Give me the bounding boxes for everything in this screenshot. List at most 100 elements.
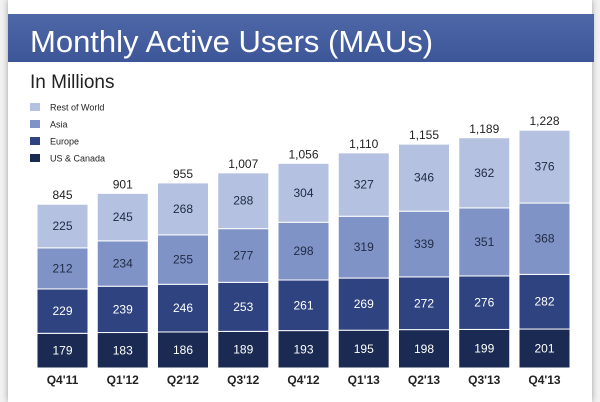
segment-value-label: 183: [113, 343, 133, 357]
chart-subtitle: In Millions: [30, 72, 115, 93]
segment-value-label: 368: [534, 232, 554, 246]
segment-value-label: 201: [534, 342, 554, 356]
bar-segment-us-canada-7: [458, 328, 511, 369]
segment-value-label: 272: [414, 296, 434, 310]
bar-segment-us-canada-4: [277, 330, 330, 369]
segment-value-label: 186: [173, 343, 193, 357]
segment-value-label: 288: [233, 194, 253, 208]
segment-value-label: 234: [113, 257, 133, 271]
bar-segment-europe-6: [398, 276, 450, 331]
segment-value-label: 268: [173, 202, 193, 216]
bar-segment-rest-of-world-5: [337, 152, 390, 217]
legend-swatch: [30, 103, 40, 111]
segment-value-label: 198: [414, 342, 434, 356]
bar-segment-rest-of-world-0: [36, 203, 89, 249]
bar-segment-rest-of-world-6: [398, 143, 450, 212]
category-label: Q3'12: [227, 373, 260, 387]
legend-swatch: [30, 154, 40, 162]
bar-segment-asia-2: [157, 234, 209, 285]
category-label: Q1'12: [107, 373, 140, 387]
bar-segment-us-canada-0: [36, 332, 89, 369]
bar-segment-europe-0: [36, 288, 89, 334]
bar-segment-europe-3: [217, 281, 270, 332]
bar-segment-asia-1: [96, 240, 149, 287]
category-label: Q3'13: [468, 373, 501, 387]
segment-value-label: 298: [293, 244, 313, 258]
segment-value-label: 199: [474, 342, 494, 356]
bar-segment-rest-of-world-3: [217, 172, 270, 230]
segment-value-label: 351: [474, 235, 494, 249]
segment-value-label: 261: [293, 298, 313, 312]
segment-value-label: 212: [52, 261, 72, 275]
segment-value-label: 246: [173, 301, 193, 315]
bar-segment-us-canada-6: [398, 329, 450, 369]
segment-value-label: 319: [354, 240, 374, 254]
bar-segment-us-canada-8: [518, 328, 571, 369]
total-label: 1,007: [228, 157, 258, 171]
bar-segment-us-canada-3: [217, 330, 270, 369]
segment-value-label: 327: [354, 178, 374, 192]
segment-value-label: 362: [474, 166, 494, 180]
total-label: 1,110: [349, 137, 378, 151]
segment-value-label: 277: [233, 248, 253, 262]
legend-label: Europe: [50, 137, 79, 147]
legend-label: US & Canada: [50, 154, 105, 164]
category-label: Q4'11: [47, 373, 79, 387]
segment-value-label: 179: [52, 344, 72, 358]
total-label: 1,228: [529, 114, 559, 128]
bar-segment-us-canada-5: [337, 329, 390, 369]
total-label: 955: [173, 167, 193, 181]
segment-value-label: 346: [414, 171, 434, 185]
segment-value-label: 245: [113, 210, 133, 224]
bar-segment-asia-5: [337, 215, 390, 279]
segment-value-label: 255: [173, 253, 193, 267]
category-label: Q2'12: [167, 373, 200, 387]
legend-label: Asia: [50, 120, 68, 130]
segment-value-label: 239: [113, 302, 133, 316]
bar-segment-rest-of-world-7: [458, 137, 511, 209]
bar-segment-europe-2: [157, 283, 209, 333]
total-label: 845: [52, 188, 72, 202]
title-banner: [8, 14, 594, 62]
segment-value-label: 253: [233, 300, 253, 314]
legend-swatch: [30, 120, 40, 128]
total-label: 901: [113, 177, 133, 191]
segment-value-label: 376: [534, 160, 554, 174]
bar-segment-asia-7: [458, 207, 511, 277]
total-label: 1,056: [288, 147, 318, 161]
segment-value-label: 269: [354, 297, 374, 311]
segment-value-label: 229: [52, 304, 72, 318]
bar-segment-europe-7: [458, 275, 511, 330]
legend-label: Rest of World: [50, 103, 104, 113]
bar-segment-rest-of-world-8: [518, 129, 571, 204]
bar-segment-europe-4: [277, 279, 330, 332]
bar-segment-asia-3: [217, 228, 270, 283]
bar-segment-us-canada-1: [96, 332, 149, 369]
segment-value-label: 304: [293, 186, 313, 200]
segment-value-label: 225: [52, 219, 72, 233]
legend-swatch: [30, 137, 40, 145]
bar-segment-asia-6: [398, 210, 450, 278]
category-label: Q4'13: [528, 373, 561, 387]
total-label: 1,155: [409, 128, 439, 142]
bar-segment-asia-8: [518, 202, 571, 275]
segment-value-label: 282: [534, 295, 554, 309]
bar-segment-us-canada-2: [157, 331, 209, 369]
category-label: Q1'13: [348, 373, 381, 387]
bar-segment-asia-4: [277, 221, 330, 281]
bar-segment-europe-5: [337, 277, 390, 331]
total-label: 1,189: [469, 122, 499, 136]
segment-value-label: 276: [474, 296, 494, 310]
segment-value-label: 189: [233, 343, 253, 357]
bar-segment-rest-of-world-1: [96, 192, 149, 242]
bar-segment-europe-1: [96, 285, 149, 334]
category-label: Q2'13: [408, 373, 441, 387]
segment-value-label: 193: [293, 342, 313, 356]
category-label: Q4'12: [287, 373, 320, 387]
chart-title: Monthly Active Users (MAUs): [30, 24, 434, 59]
bar-segment-asia-0: [36, 247, 89, 290]
bar-segment-rest-of-world-2: [157, 182, 209, 236]
segment-value-label: 195: [354, 342, 374, 356]
bar-segment-rest-of-world-4: [277, 162, 330, 223]
